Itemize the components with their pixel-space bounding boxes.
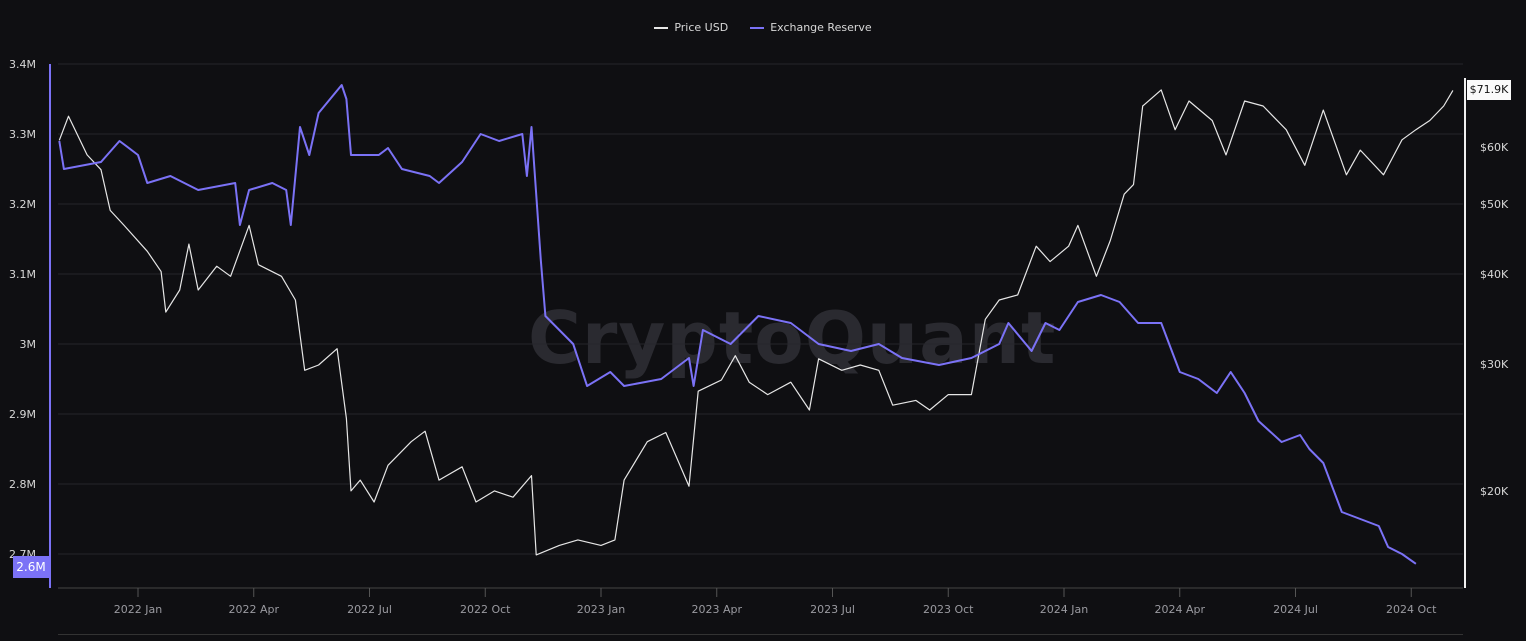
exchange-reserve-line [58,84,1417,565]
current-price-badge: $71.9K [1467,80,1511,100]
x-tick-label: 2024 Jan [1040,603,1088,616]
reserve-swatch-icon [750,26,765,29]
current-reserve-badge: 2.6M [13,556,49,578]
legend: Price USD Exchange Reserve [0,21,1526,34]
x-tick-label: 2023 Jul [810,603,855,616]
y-left-tick-label: 3M [20,338,37,351]
legend-label-price: Price USD [674,21,729,34]
x-tick-label: 2024 Apr [1154,603,1205,616]
x-tick-label: 2023 Oct [923,603,974,616]
y-left-tick-label: 3.2M [9,198,36,211]
price-swatch-icon [654,26,669,29]
x-tick-label: 2022 Oct [460,603,511,616]
y-left-tick-label: 2.8M [9,478,36,491]
y-right-tick-label: $60K [1480,141,1509,154]
x-tick-label: 2022 Jan [114,603,162,616]
legend-item-price[interactable]: Price USD [654,21,728,34]
x-tick-label: 2023 Apr [691,603,742,616]
y-right-tick-label: $50K [1480,198,1509,211]
y-right-tick-label: $40K [1480,268,1509,281]
x-tick-label: 2023 Jan [577,603,625,616]
watermark: CryptoQuant [528,296,1057,380]
legend-item-reserve[interactable]: Exchange Reserve [750,21,872,34]
y-right-tick-label: $30K [1480,358,1509,371]
y-left-tick-label: 3.1M [9,268,36,281]
range-navigator[interactable] [58,634,1463,641]
x-tick-label: 2022 Apr [228,603,279,616]
y-left-tick-label: 3.3M [9,128,36,141]
legend-label-reserve: Exchange Reserve [770,21,872,34]
x-tick-label: 2024 Jul [1273,603,1318,616]
x-tick-label: 2024 Oct [1386,603,1437,616]
price-usd-line [58,89,1454,556]
y-left-tick-label: 2.9M [9,408,36,421]
x-tick-label: 2022 Jul [347,603,392,616]
y-left-tick-label: 3.4M [9,58,36,71]
y-right-tick-label: $20K [1480,485,1509,498]
